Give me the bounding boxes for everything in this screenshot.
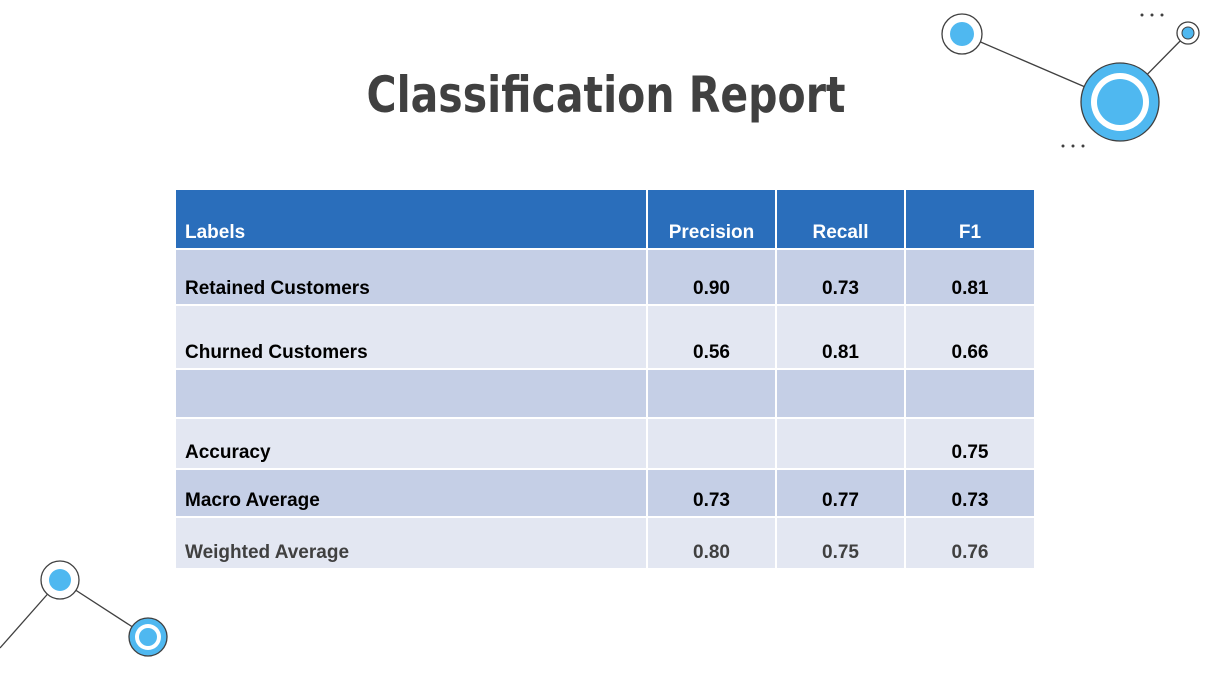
f1-cell: 0.81 [906, 250, 1034, 306]
precision-cell: 0.56 [648, 306, 777, 370]
header-labels: Labels [176, 190, 648, 250]
recall-cell: 0.77 [777, 470, 906, 518]
table-row: Macro Average 0.73 0.77 0.73 [176, 470, 1034, 518]
header-f1: F1 [906, 190, 1034, 250]
precision-cell [648, 419, 777, 470]
table-header-row: Labels Precision Recall F1 [176, 190, 1034, 250]
header-precision: Precision [648, 190, 777, 250]
precision-cell: 0.90 [648, 250, 777, 306]
row-label: Weighted Average [176, 518, 648, 568]
recall-cell [777, 419, 906, 470]
precision-cell: 0.73 [648, 470, 777, 518]
table-row: Churned Customers 0.56 0.81 0.66 [176, 306, 1034, 370]
table-row: Retained Customers 0.90 0.73 0.81 [176, 250, 1034, 306]
row-label: Accuracy [176, 419, 648, 470]
recall-cell: 0.81 [777, 306, 906, 370]
precision-cell: 0.80 [648, 518, 777, 568]
page-title: Classification Report [366, 66, 846, 124]
recall-cell: 0.73 [777, 250, 906, 306]
table-row: Accuracy 0.75 [176, 419, 1034, 470]
table-row [176, 370, 1034, 419]
table-row: Weighted Average 0.80 0.75 0.76 [176, 518, 1034, 568]
row-label: Macro Average [176, 470, 648, 518]
f1-cell [906, 370, 1034, 419]
recall-cell: 0.75 [777, 518, 906, 568]
f1-cell: 0.66 [906, 306, 1034, 370]
precision-cell [648, 370, 777, 419]
f1-cell: 0.73 [906, 470, 1034, 518]
f1-cell: 0.76 [906, 518, 1034, 568]
f1-cell: 0.75 [906, 419, 1034, 470]
classification-report-table: Labels Precision Recall F1 Retained Cust… [176, 190, 1034, 568]
bottom-left-network-icon [0, 560, 168, 657]
row-label: Retained Customers [176, 250, 648, 306]
row-label: Churned Customers [176, 306, 648, 370]
row-label [176, 370, 648, 419]
header-recall: Recall [777, 190, 906, 250]
recall-cell [777, 370, 906, 419]
